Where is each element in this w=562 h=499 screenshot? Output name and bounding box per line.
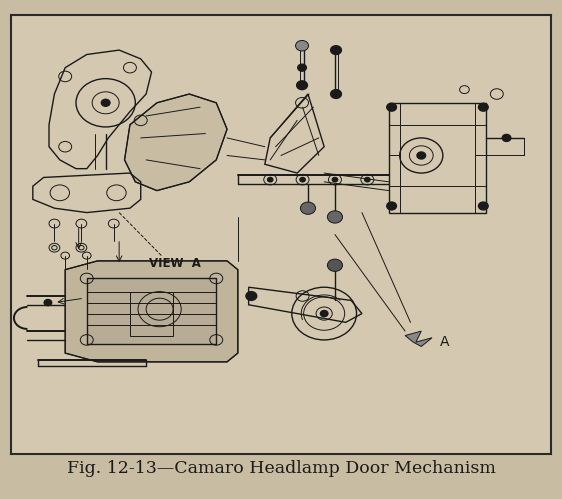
Circle shape — [328, 211, 342, 223]
Circle shape — [332, 178, 338, 182]
Circle shape — [296, 40, 309, 51]
Circle shape — [387, 103, 396, 111]
Circle shape — [478, 202, 488, 210]
Circle shape — [365, 178, 370, 182]
Text: Fig. 12-13—Camaro Headlamp Door Mechanism: Fig. 12-13—Camaro Headlamp Door Mechanis… — [66, 460, 496, 477]
Circle shape — [502, 134, 511, 141]
Circle shape — [268, 178, 273, 182]
Polygon shape — [65, 261, 238, 362]
Circle shape — [44, 299, 52, 306]
Polygon shape — [125, 94, 227, 191]
Circle shape — [246, 291, 257, 300]
Polygon shape — [405, 331, 432, 346]
Circle shape — [387, 202, 396, 210]
Circle shape — [301, 202, 315, 215]
Circle shape — [300, 178, 305, 182]
Circle shape — [330, 90, 342, 98]
Circle shape — [297, 81, 307, 90]
Circle shape — [320, 310, 328, 317]
Text: VIEW  A: VIEW A — [149, 256, 201, 269]
Text: A: A — [440, 335, 450, 349]
Circle shape — [478, 103, 488, 111]
Polygon shape — [87, 278, 216, 344]
Circle shape — [298, 64, 306, 71]
Circle shape — [417, 152, 425, 159]
Circle shape — [101, 99, 110, 106]
Circle shape — [328, 259, 342, 271]
Circle shape — [330, 46, 342, 54]
